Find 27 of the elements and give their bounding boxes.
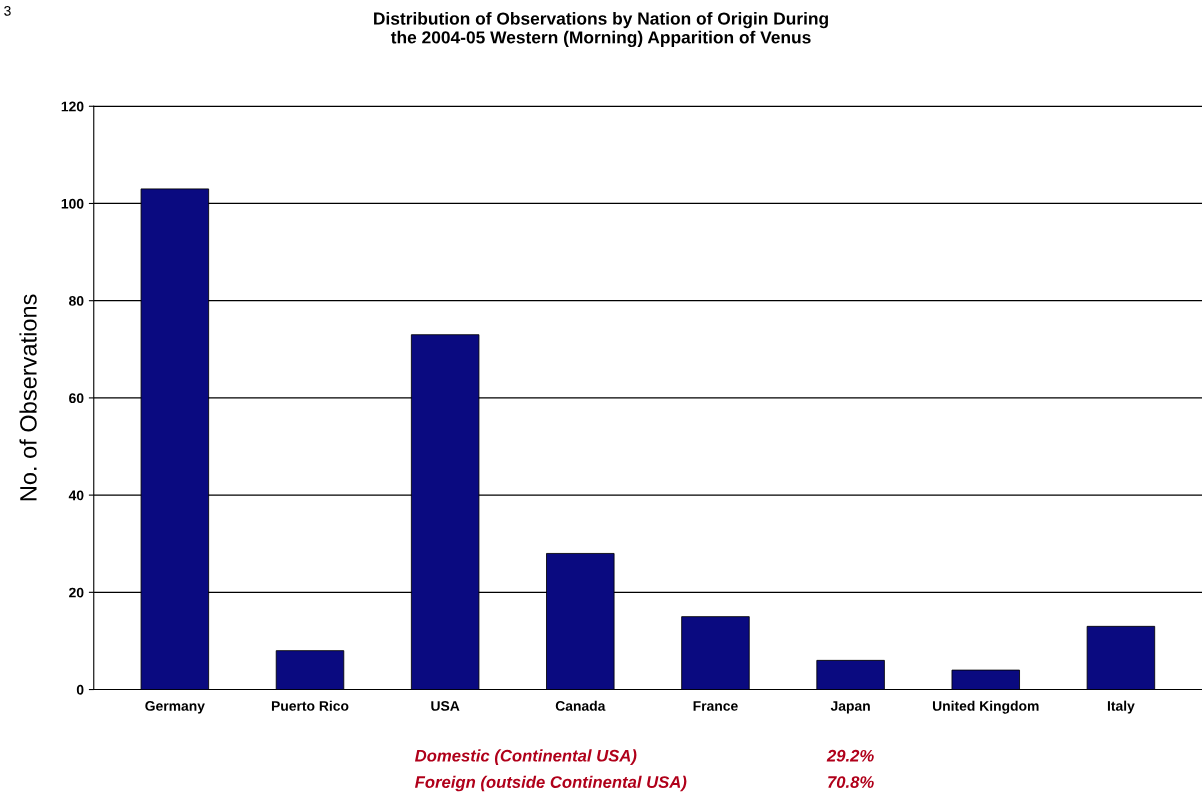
x-tick-label: USA [431, 701, 460, 711]
bar [951, 669, 1020, 690]
y-tick-label: 60 [69, 393, 84, 404]
text: 3 [4, 5, 11, 16]
text: Foreign (outside Continental USA) [414, 775, 687, 792]
text: 29.2% [826, 749, 874, 762]
x-tick-label: Germany [145, 701, 205, 714]
x-tick-label: Puerto Rico [271, 700, 349, 711]
x-tick-label: United Kingdom [932, 700, 1039, 714]
y-tick-label: 80 [69, 296, 84, 306]
y-tick-label: 0 [76, 684, 84, 695]
bar [1086, 625, 1156, 690]
y-tick-label: 100 [61, 198, 84, 209]
x-tick-label: Canada [555, 700, 606, 711]
bar [816, 659, 885, 690]
bar [275, 650, 345, 690]
x-tick-label: Japan [830, 701, 870, 714]
bar [681, 616, 750, 690]
y-axis-title: No. of Observations [19, 294, 37, 501]
text: 70.8% [828, 776, 874, 788]
text: Domestic (Continental USA) [414, 749, 637, 765]
x-tick-label: Italy [1107, 700, 1135, 714]
x-tick-label: France [693, 701, 738, 711]
y-tick-label: 40 [68, 490, 84, 501]
y-tick-label: 20 [69, 587, 84, 598]
y-tick-label: 120 [61, 101, 84, 112]
chart-title: Distribution of Observations by Nation of Origin During the 2004-05 Western (Morning) Apparition of Venus [374, 11, 828, 48]
